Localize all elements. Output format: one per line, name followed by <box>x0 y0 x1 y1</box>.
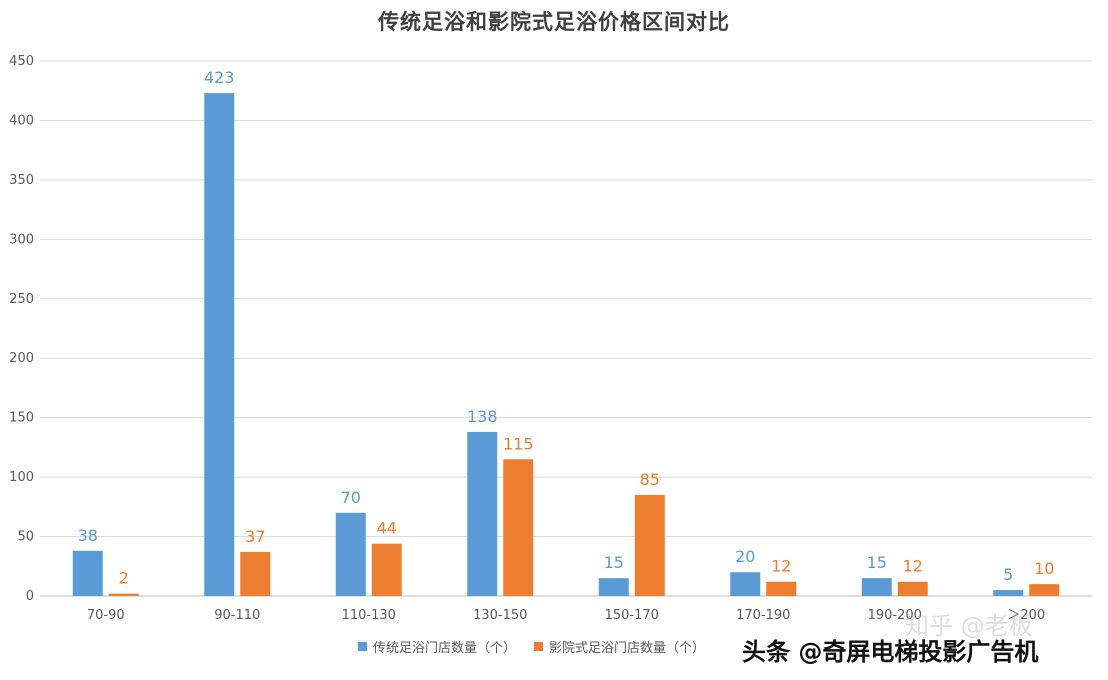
data-label-cinema: 37 <box>245 527 265 546</box>
legend-swatch-traditional <box>358 642 367 651</box>
toutiao-watermark: 头条 @奇屏电梯投影广告机 <box>742 638 1039 666</box>
grid-lines <box>40 60 1092 597</box>
x-tick-label: ＞200 <box>1007 608 1045 623</box>
y-tick-label: 250 <box>9 292 34 307</box>
bar-cinema <box>108 593 139 596</box>
x-tick-label: 150-170 <box>605 608 659 623</box>
bar-cinema <box>503 459 534 596</box>
data-label-traditional: 38 <box>78 526 98 545</box>
y-tick-label: 450 <box>9 54 34 69</box>
legend-item-cinema: 影院式足浴门店数量（个） <box>534 637 705 656</box>
legend-swatch-cinema <box>534 642 544 651</box>
bars <box>72 93 1060 596</box>
data-label-traditional: 20 <box>735 547 755 566</box>
data-labels: 38 2 423 37 70 44 138 115 15 85 20 12 15 12 5 10 <box>78 68 1055 588</box>
legend-item-traditional: 传统足浴门店数量（个） <box>358 637 516 656</box>
y-tick-label: 150 <box>9 411 34 426</box>
y-axis-ticks: 0 50 100 150 200 250 300 350 400 450 <box>9 54 34 604</box>
y-tick-label: 350 <box>9 173 34 188</box>
data-label-cinema: 2 <box>119 569 129 588</box>
data-label-cinema: 115 <box>503 434 534 453</box>
bar-traditional <box>730 572 761 596</box>
x-tick-label: 110-130 <box>342 608 396 623</box>
bar-traditional <box>861 578 892 596</box>
data-label-cinema: 44 <box>377 519 397 538</box>
x-tick-label: 90-110 <box>214 608 260 623</box>
y-tick-label: 50 <box>17 530 34 545</box>
chart-title: 传统足浴和影院式足浴价格区间对比 <box>378 10 730 34</box>
data-label-cinema: 85 <box>640 470 660 489</box>
y-tick-label: 200 <box>9 351 34 366</box>
bar-traditional <box>335 512 366 596</box>
data-label-cinema: 10 <box>1034 559 1054 578</box>
zhihu-watermark: 知乎 @老板 <box>905 612 1033 640</box>
bar-traditional <box>467 431 498 596</box>
x-tick-label: 190-200 <box>868 608 922 623</box>
bar-cinema <box>897 581 928 596</box>
y-tick-label: 300 <box>9 232 34 247</box>
legend: 传统足浴门店数量（个） 影院式足浴门店数量（个） <box>358 637 705 656</box>
bar-traditional <box>598 578 629 596</box>
bar-cinema <box>1029 584 1060 596</box>
legend-label-cinema: 影院式足浴门店数量（个） <box>549 641 706 656</box>
x-tick-label: 70-90 <box>87 608 125 623</box>
bar-traditional <box>993 590 1024 596</box>
bar-cinema <box>371 543 402 596</box>
bar-traditional <box>204 93 235 596</box>
y-tick-label: 100 <box>9 470 34 485</box>
bar-traditional <box>72 550 103 596</box>
data-label-traditional: 15 <box>604 553 624 572</box>
data-label-traditional: 138 <box>467 407 498 426</box>
data-label-cinema: 12 <box>771 557 791 576</box>
x-tick-label: 170-190 <box>736 608 790 623</box>
data-label-traditional: 5 <box>1003 565 1013 584</box>
data-label-cinema: 12 <box>903 557 923 576</box>
y-tick-label: 400 <box>9 113 34 128</box>
x-tick-label: 130-150 <box>473 608 527 623</box>
bar-cinema <box>766 581 797 596</box>
y-tick-label: 0 <box>26 589 34 604</box>
bar-cinema <box>634 494 665 596</box>
bar-cinema <box>240 552 271 596</box>
data-label-traditional: 423 <box>204 68 235 87</box>
x-axis-ticks: 70-90 90-110 110-130 130-150 150-170 170-190 1… <box>87 608 1045 623</box>
legend-label-traditional: 传统足浴门店数量（个） <box>373 641 517 656</box>
data-label-traditional: 70 <box>341 488 361 507</box>
data-label-traditional: 15 <box>867 553 887 572</box>
